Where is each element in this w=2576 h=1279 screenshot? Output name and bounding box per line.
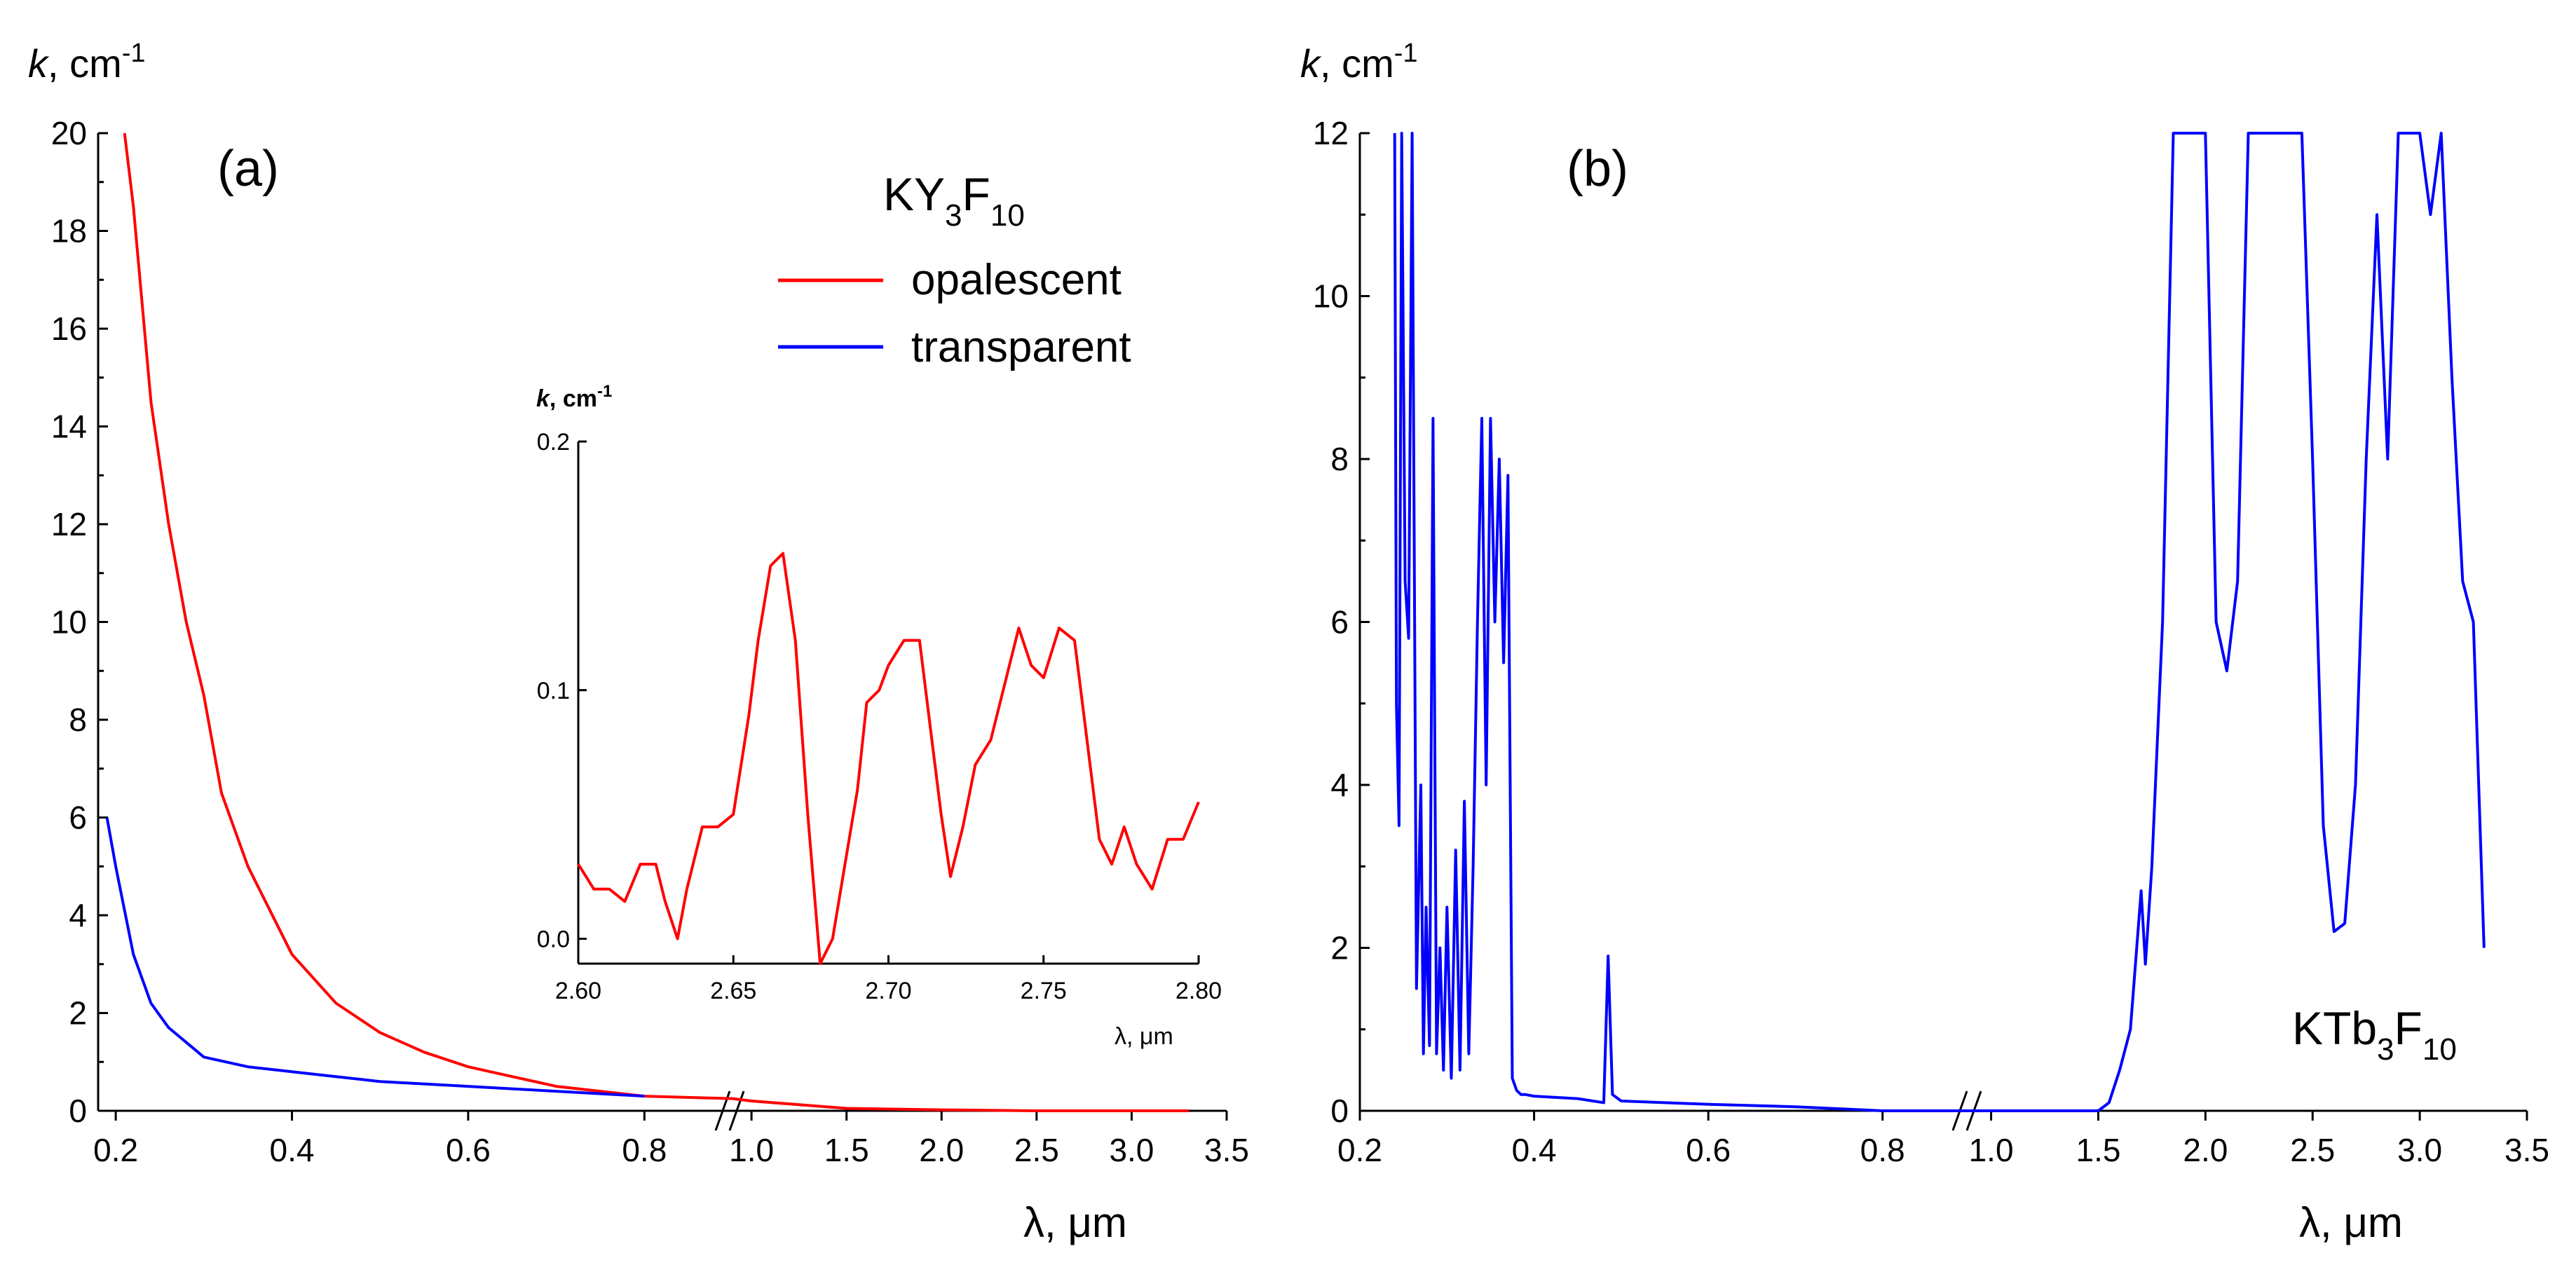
inset-y-tick-label: 0.1 <box>537 678 570 704</box>
panel-a-label: (a) <box>217 141 279 197</box>
panel-b-axes <box>1358 133 2527 1131</box>
inset-x-tick-label: 2.60 <box>555 978 601 1004</box>
x-tick-label: 2.5 <box>2290 1132 2335 1168</box>
inset-y-axis-label: k, cm-1 <box>536 382 612 412</box>
y-tick-label: 0 <box>69 1093 87 1129</box>
panel-b-x-ticks: 0.2 0.4 0.6 0.8 1.0 1.5 2.0 2.5 3.0 3.5 <box>1337 1111 2549 1168</box>
axis-break-mark <box>728 1090 745 1131</box>
panel-a-inset: k, cm-1 0.0 0.1 0.2 2.60 2.65 2.70 2.75 2.80 λ… <box>536 382 1222 1050</box>
x-tick-label: 0.6 <box>446 1132 491 1168</box>
inset-y-tick-label: 0.2 <box>537 429 570 456</box>
inset-x-ticks: 2.60 2.65 2.70 2.75 2.80 <box>555 955 1222 1004</box>
panel-a-series <box>105 132 1189 1112</box>
x-tick-label: 0.6 <box>1686 1132 1731 1168</box>
panel-b-y-axis-label: k, cm-1 <box>1300 39 1418 86</box>
series-line-opalescent <box>123 132 1189 1112</box>
inset-x-tick-label: 2.65 <box>710 978 756 1004</box>
y-tick-label: 8 <box>1330 441 1349 477</box>
x-tick-label: 0.8 <box>622 1132 667 1168</box>
x-tick-label: 0.2 <box>1337 1132 1382 1168</box>
panel-b: k, cm-1 0 2 4 6 8 10 12 0.2 0.4 0.6 0.8 1.0 1.5 2.0 2… <box>1300 39 2549 1246</box>
y-tick-label: 10 <box>1313 278 1349 315</box>
x-tick-label: 1.5 <box>824 1132 869 1168</box>
y-tick-label: 8 <box>69 702 87 738</box>
panel-a-x-ticks: 0.2 0.4 0.6 0.8 1.0 1.5 2.0 2.5 3.0 3.5 <box>93 1111 1249 1168</box>
legend-label-transparent: transparent <box>911 323 1131 371</box>
y-tick-label: 0 <box>1330 1093 1349 1129</box>
panel-b-y-ticks: 0 2 4 6 8 10 12 <box>1313 115 1370 1129</box>
y-tick-label: 10 <box>51 604 87 641</box>
x-tick-label: 2.0 <box>919 1132 964 1168</box>
x-tick-label: 1.0 <box>1969 1132 2014 1168</box>
x-tick-label: 0.8 <box>1860 1132 1905 1168</box>
y-tick-label: 6 <box>69 800 87 836</box>
y-tick-label: 6 <box>1330 604 1349 641</box>
inset-axes <box>577 442 1199 965</box>
x-tick-label: 3.5 <box>2505 1132 2549 1168</box>
inset-x-tick-label: 2.80 <box>1175 978 1222 1004</box>
y-tick-label: 4 <box>69 897 87 933</box>
y-tick-label: 14 <box>51 409 87 445</box>
x-tick-label: 3.5 <box>1204 1132 1249 1168</box>
inset-series-line-opalescent <box>577 552 1200 965</box>
panel-b-label: (b) <box>1567 141 1628 197</box>
panel-a: k, cm-1 0 2 4 6 8 10 12 14 16 18 20 0.2 0.4 0.6 0.8 1.… <box>28 39 1249 1246</box>
x-tick-label: 1.5 <box>2076 1132 2120 1168</box>
inset-y-tick-label: 0.0 <box>537 926 570 953</box>
inset-series <box>577 552 1200 965</box>
y-tick-label: 4 <box>1330 767 1349 803</box>
panel-a-x-axis-label: λ, μm <box>1023 1199 1127 1246</box>
x-tick-label: 2.5 <box>1014 1132 1059 1168</box>
x-tick-label: 3.0 <box>2397 1132 2442 1168</box>
x-tick-label: 1.0 <box>729 1132 774 1168</box>
inset-x-axis-label: λ, μm <box>1115 1023 1173 1050</box>
series-line-ktb3f10 <box>1393 132 2486 1112</box>
panel-b-x-axis-label: λ, μm <box>2299 1199 2403 1246</box>
inset-x-tick-label: 2.75 <box>1021 978 1067 1004</box>
x-tick-label: 0.4 <box>270 1132 315 1168</box>
inset-y-ticks: 0.0 0.1 0.2 <box>537 429 587 953</box>
panel-b-series <box>1393 132 2486 1112</box>
y-tick-label: 20 <box>51 115 87 151</box>
y-tick-label: 2 <box>1330 930 1349 966</box>
inset-x-tick-label: 2.70 <box>865 978 911 1004</box>
legend-label-opalescent: opalescent <box>911 256 1122 304</box>
panel-a-y-ticks: 0 2 4 6 8 10 12 14 16 18 20 <box>51 115 108 1129</box>
panel-a-legend: opalescent transparent <box>778 256 1131 371</box>
y-tick-label: 18 <box>51 213 87 249</box>
x-tick-label: 2.0 <box>2183 1132 2228 1168</box>
y-tick-label: 12 <box>51 506 87 542</box>
panel-a-y-axis-label: k, cm-1 <box>28 39 146 86</box>
x-tick-label: 0.4 <box>1512 1132 1557 1168</box>
panel-a-title: KY3F10 <box>883 168 1025 233</box>
panel-b-title: KTb3F10 <box>2292 1002 2457 1067</box>
x-tick-label: 3.0 <box>1109 1132 1154 1168</box>
y-tick-label: 16 <box>51 310 87 347</box>
series-line-transparent <box>105 817 645 1098</box>
y-tick-label: 2 <box>69 995 87 1032</box>
y-tick-label: 12 <box>1313 115 1349 151</box>
x-tick-label: 0.2 <box>93 1132 138 1168</box>
